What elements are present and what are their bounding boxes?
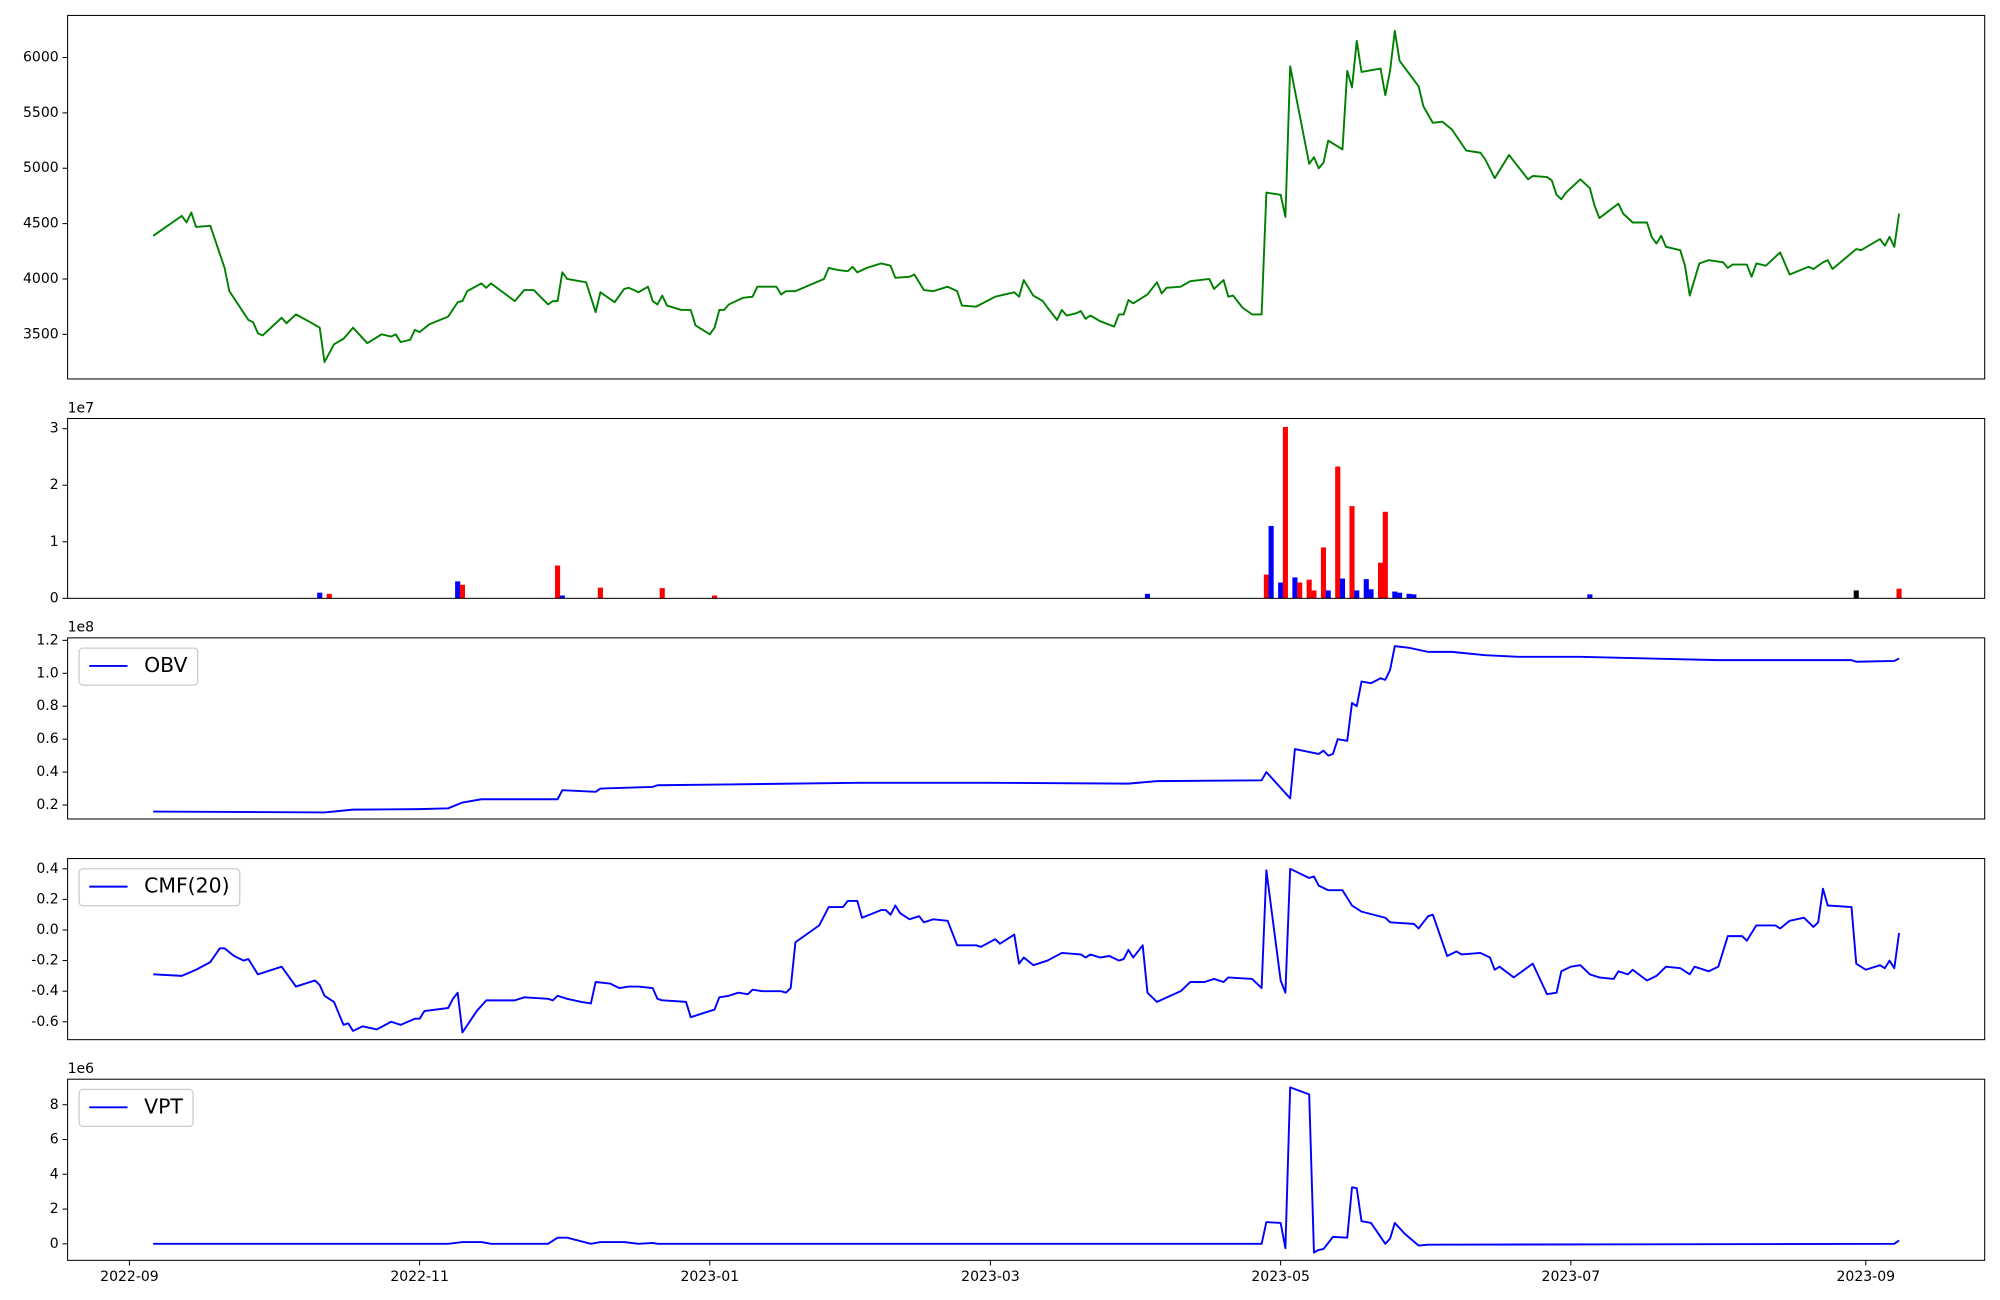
y-tick-label: 4000: [23, 271, 59, 287]
bar: [455, 581, 461, 599]
legend-label: CMF(20): [144, 874, 229, 898]
bar: [559, 595, 565, 599]
bar: [1282, 426, 1288, 599]
bar: [1144, 593, 1151, 599]
bar: [1587, 594, 1593, 599]
bar: [1377, 562, 1384, 599]
bar: [1320, 547, 1327, 599]
bar: [1853, 590, 1859, 599]
bar: [1325, 590, 1331, 599]
axis-offset-label: 1e7: [68, 400, 94, 416]
y-tick-label: 6: [50, 1132, 59, 1148]
axis-offset-label: 1e6: [68, 1061, 95, 1077]
bar: [1411, 594, 1417, 599]
bar: [597, 587, 603, 599]
x-tick-label: 2022-09: [100, 1269, 159, 1285]
bar: [1406, 593, 1412, 599]
y-tick-label: 1.2: [36, 632, 58, 648]
line-series: [153, 1086, 1900, 1254]
axes-frame: [67, 417, 1986, 599]
y-tick-label: 3: [50, 421, 59, 437]
y-tick-label: 3500: [23, 326, 59, 342]
legend-label: VPT: [144, 1094, 183, 1118]
line-series: [152, 29, 1901, 363]
x-tick-label: 2023-07: [1542, 1269, 1601, 1285]
y-tick-label: 0.0: [36, 922, 58, 938]
y-tick-label: 0: [50, 1236, 59, 1252]
y-tick-label: 0.4: [36, 764, 58, 780]
line-series: [153, 867, 1901, 1034]
bar: [1339, 578, 1346, 599]
y-tick-label: 2: [50, 477, 59, 493]
axis-offset-label: 1e8: [68, 620, 94, 636]
y-tick-label: -0.6: [31, 1014, 58, 1030]
legend-box: [78, 1088, 194, 1128]
bar: [1368, 589, 1374, 599]
y-tick-label: 1: [50, 534, 59, 550]
y-tick-label: 8: [50, 1097, 59, 1113]
y-tick-label: 0.4: [36, 861, 58, 877]
bar: [555, 565, 561, 599]
bar: [659, 588, 665, 599]
y-tick-label: 0.2: [36, 891, 58, 907]
y-tick-label: -0.2: [31, 953, 58, 969]
y-tick-label: 5000: [23, 160, 59, 176]
axes-frame: [67, 858, 1986, 1041]
x-tick-label: 2022-11: [390, 1269, 449, 1285]
y-tick-label: 0.8: [36, 698, 58, 714]
bar: [1392, 591, 1398, 599]
x-tick-label: 2023-09: [1836, 1269, 1895, 1285]
axes-frame: [67, 14, 1986, 380]
bar: [1349, 506, 1355, 599]
y-tick-label: 6000: [23, 50, 59, 66]
x-tick-label: 2023-01: [681, 1269, 740, 1285]
axes-frame: [67, 637, 1986, 820]
bar: [1896, 588, 1902, 599]
legend-box: [78, 647, 199, 686]
legend-label: OBV: [144, 653, 187, 677]
bar: [1306, 579, 1312, 599]
y-tick-label: 0.2: [36, 797, 58, 813]
y-tick-label: 4: [50, 1166, 59, 1182]
bar: [1382, 511, 1388, 599]
bar: [317, 592, 323, 599]
y-tick-label: 1.0: [36, 665, 58, 681]
bar: [326, 593, 332, 599]
y-tick-label: -0.4: [31, 983, 58, 999]
bar: [1263, 574, 1269, 599]
bar: [1297, 582, 1303, 599]
line-series: [153, 645, 1900, 814]
bar: [1397, 592, 1403, 599]
bar: [1335, 466, 1341, 599]
y-tick-label: 2: [50, 1201, 59, 1217]
bar: [1268, 525, 1274, 599]
x-tick-label: 2023-05: [1251, 1269, 1310, 1285]
bar: [1363, 579, 1369, 599]
legend-box: [78, 868, 241, 907]
y-tick-label: 0: [50, 590, 59, 606]
bar: [1292, 577, 1298, 599]
bar: [1354, 590, 1360, 599]
axes-frame: [67, 1078, 1986, 1261]
bar: [1311, 590, 1317, 599]
bar: [459, 584, 465, 599]
bar: [1278, 582, 1284, 599]
y-tick-label: 5500: [23, 105, 59, 121]
y-tick-label: 4500: [23, 216, 59, 232]
x-tick-label: 2023-03: [961, 1269, 1020, 1285]
y-tick-label: 0.6: [36, 731, 58, 747]
bar: [712, 595, 718, 599]
